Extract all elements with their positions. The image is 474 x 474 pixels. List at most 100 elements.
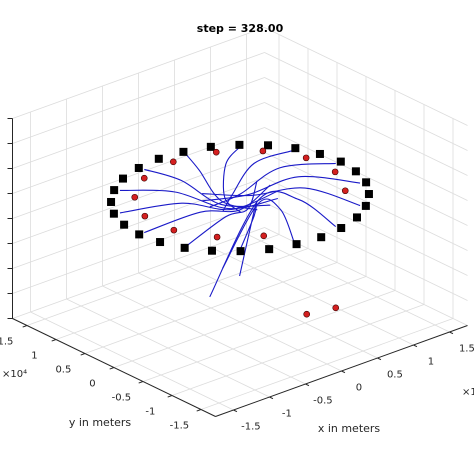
y-tick [167, 395, 173, 398]
chart-title: step = 328.00 [197, 22, 284, 35]
trajectory [144, 184, 271, 234]
grid-line [12, 177, 265, 269]
agent-marker [170, 226, 178, 234]
agent-marker [141, 212, 149, 220]
target-marker [337, 224, 346, 233]
x-tick-label: -1 [282, 408, 292, 419]
x-tick [377, 357, 382, 361]
target-marker [364, 190, 373, 199]
target-marker [264, 141, 273, 150]
target-marker [135, 230, 144, 239]
x-tick-label: 1 [428, 356, 434, 367]
trajectory [222, 146, 241, 213]
agent-marker [302, 154, 310, 162]
y-tick [51, 339, 57, 342]
grid-line [12, 227, 265, 319]
grid-line [264, 152, 468, 251]
grid-line [264, 27, 468, 126]
grid-line [264, 202, 468, 301]
x-tick-label: 0.5 [387, 369, 403, 380]
grid-line [12, 202, 265, 294]
target-marker [179, 147, 188, 156]
x-tick-label: 1.5 [459, 343, 474, 354]
grid-line [264, 52, 468, 151]
x-tick [269, 396, 274, 400]
target-marker [207, 246, 216, 255]
grid-line [55, 248, 309, 340]
grid-line [12, 52, 265, 144]
target-marker [109, 209, 118, 218]
y-tick [22, 325, 28, 328]
target-marker [317, 233, 326, 242]
target-marker [236, 247, 245, 256]
target-marker [110, 186, 119, 195]
trajectory [202, 187, 361, 207]
x-tick [449, 331, 454, 335]
grid-line [264, 77, 468, 176]
trajectory [239, 201, 258, 277]
target-marker [351, 167, 360, 176]
target-marker [119, 174, 127, 183]
agent-marker [303, 310, 311, 318]
target-marker [154, 154, 163, 163]
grid-line [264, 127, 468, 226]
target-marker [291, 144, 300, 153]
x-tick [233, 409, 238, 413]
grid-line [12, 77, 265, 169]
plot-area [107, 140, 373, 318]
y-tick-label: 0.5 [55, 364, 71, 375]
y-tick-label: 1 [31, 350, 37, 361]
grid-line [12, 102, 265, 194]
target-marker [120, 220, 129, 229]
y-tick-label: 0 [89, 378, 95, 389]
grid: -1.5 -1 -0.5 0 0.5 1 1.5 1.5 1 0.5 0 -0.5 -1 -1.5 [0, 27, 474, 432]
grid-line [171, 304, 425, 396]
agent-marker [140, 174, 148, 182]
grid-line [264, 102, 468, 201]
trajectory [202, 175, 361, 202]
grid-line [12, 152, 265, 244]
x-tick [305, 383, 310, 387]
target-marker [206, 142, 215, 151]
trajectory [209, 190, 337, 298]
target-marker [336, 157, 345, 166]
agent-marker [131, 193, 139, 201]
target-marker [265, 245, 274, 254]
agent-marker [331, 168, 339, 176]
x-tick-label: -1.5 [241, 421, 261, 432]
y-tick-label: 1.5 [0, 336, 13, 347]
grid-line [12, 127, 265, 219]
x-tick-label: -0.5 [313, 395, 333, 406]
target-marker [292, 240, 301, 249]
agent-marker [213, 233, 221, 241]
agent-marker [332, 304, 340, 312]
grid-line [264, 177, 468, 276]
target-marker [353, 213, 361, 222]
x-axis-label: x in meters [318, 422, 381, 435]
x-tick [341, 370, 346, 374]
y-tick-label: -1 [145, 406, 155, 417]
target-marker [180, 243, 189, 252]
target-marker [362, 178, 371, 187]
target-marker [315, 149, 324, 158]
y-tick-label: -1.5 [170, 420, 190, 431]
target-marker [134, 163, 143, 172]
agent-marker [260, 232, 268, 240]
y-tick [196, 409, 202, 412]
x-tick [413, 344, 418, 348]
grid-line [113, 276, 367, 368]
grid-line [12, 27, 265, 119]
x-tick-label: 0 [356, 382, 362, 393]
trajectory [186, 180, 258, 246]
grid-line [142, 290, 396, 382]
trajectory [222, 198, 295, 269]
y-axis-label: y in meters [69, 416, 132, 429]
y-tick [80, 353, 86, 356]
grid-line [84, 262, 338, 354]
agent-marker [341, 187, 349, 195]
grid-line [200, 318, 454, 410]
agent-marker [170, 158, 177, 166]
y-tick [109, 367, 115, 370]
